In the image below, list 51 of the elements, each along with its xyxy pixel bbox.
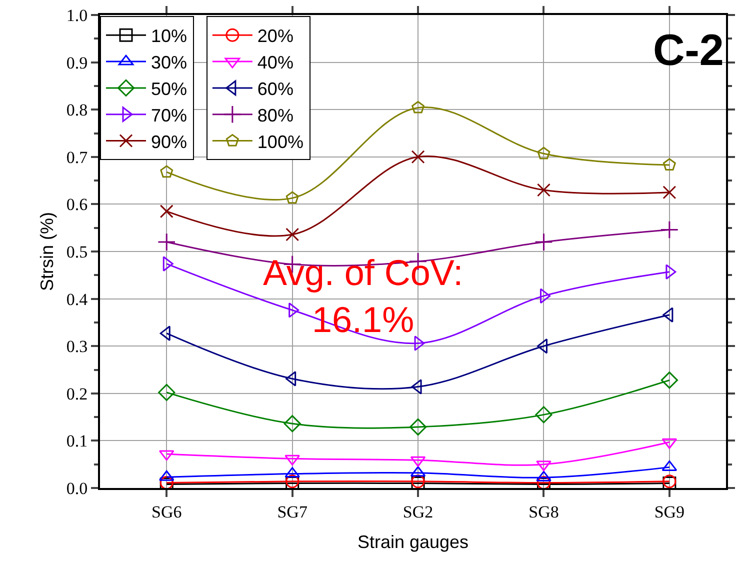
y-tick-label: 0.1 — [66, 432, 88, 451]
point — [157, 232, 176, 252]
y-tick-label: 0.8 — [66, 100, 88, 120]
point — [536, 470, 552, 482]
point — [534, 232, 553, 252]
point — [660, 220, 679, 239]
legend-label: 50% — [151, 78, 188, 99]
point — [537, 146, 550, 160]
y-tick-label: 0.6 — [66, 195, 88, 214]
x-tick-label: SG7 — [277, 502, 308, 522]
point — [160, 165, 174, 178]
point — [284, 415, 301, 432]
point — [411, 150, 425, 164]
y-tick-label: 0.7 — [66, 148, 88, 167]
legend-label: 20% — [257, 26, 294, 46]
x-tick-label: SG2 — [402, 502, 434, 522]
point — [660, 372, 678, 389]
point — [536, 183, 550, 197]
point — [162, 256, 174, 272]
annotation: C-2 — [653, 26, 724, 75]
x-tick-label: SG9 — [654, 502, 685, 522]
point — [160, 204, 174, 218]
legend-label: 60% — [257, 78, 294, 99]
point — [414, 336, 425, 351]
y-tick-label: 0.5 — [66, 242, 88, 262]
y-tick-label: 0.3 — [66, 337, 88, 356]
point — [535, 406, 552, 424]
y-tick-label: 1.0 — [66, 6, 88, 25]
point — [286, 371, 296, 386]
x-tick-label: SG6 — [152, 502, 182, 522]
point — [286, 191, 299, 204]
y-tick-label: 0.9 — [66, 53, 88, 72]
point — [662, 186, 676, 200]
point — [158, 384, 176, 401]
legend-label: 100% — [257, 132, 304, 152]
legend-label: 90% — [151, 132, 188, 152]
legend-label: 80% — [257, 105, 294, 126]
point — [412, 100, 424, 114]
y-tick-label: 0.0 — [66, 478, 88, 498]
legend-label: 30% — [151, 52, 188, 73]
x-tick-label: SG8 — [528, 502, 559, 522]
y-axis-title: Strsin (%) — [37, 212, 58, 292]
point — [286, 228, 300, 242]
legend-label: 40% — [257, 52, 294, 73]
legend-label: 70% — [151, 105, 188, 126]
point — [409, 418, 427, 436]
legend-label: 10% — [151, 26, 188, 46]
x-axis-title: Strain gauges — [357, 532, 469, 552]
y-tick-label: 0.2 — [66, 384, 88, 404]
y-tick-label: 0.4 — [66, 290, 88, 309]
point — [662, 158, 676, 171]
